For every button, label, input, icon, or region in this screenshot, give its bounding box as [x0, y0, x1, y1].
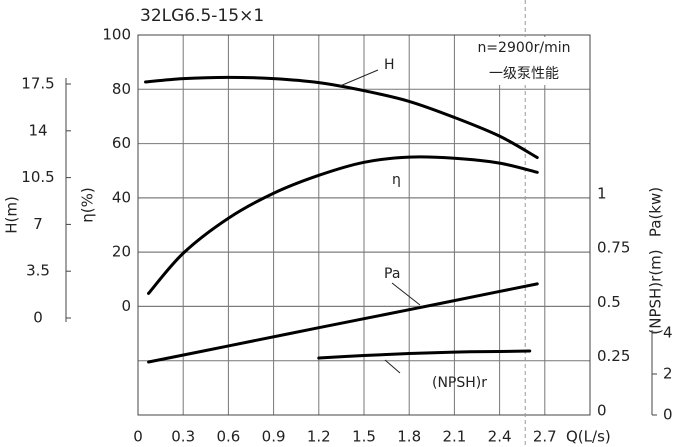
y3-tick-label: 10.5: [21, 168, 54, 186]
x-axis-label: Q(L/s): [566, 428, 611, 446]
y2-tick-label: 0.5: [597, 293, 621, 311]
x-tick-label: 0.6: [216, 428, 240, 446]
y2-tick-label: 0: [597, 402, 607, 420]
y-tick-label: 80: [112, 80, 131, 98]
note-box: [462, 37, 586, 85]
y-axis-label: η(%): [79, 187, 97, 222]
y2-axis-label: Pa(kw): [647, 187, 665, 237]
x-tick-label: 0.9: [262, 428, 286, 446]
x-tick-label: 1.8: [397, 428, 421, 446]
x-tick-label: 2.1: [442, 428, 466, 446]
y3-axis-label: H(m): [3, 196, 21, 234]
curve: [144, 75, 539, 160]
series-label: (NPSH)r: [432, 375, 487, 391]
y2-tick-label: 1: [597, 184, 607, 202]
series-label: Pa: [384, 266, 400, 282]
leader-line: [391, 282, 421, 306]
y3-tick-label: 0: [33, 309, 43, 327]
y-tick-label: 0: [121, 297, 131, 315]
note: n=2900r/min: [477, 40, 570, 56]
y4-tick-label: 2: [663, 365, 673, 383]
y4-axis-label: (NPSH)r(m): [647, 249, 665, 334]
y-tick-label: 60: [112, 134, 131, 152]
y4-tick-label: 0: [663, 406, 673, 424]
y-tick-label: 40: [112, 188, 131, 206]
curve: [147, 282, 539, 364]
y2-tick-label: 0.25: [597, 347, 630, 365]
series-label: η: [392, 172, 401, 188]
x-tick-label: 2.7: [533, 428, 557, 446]
y2-tick-label: 0.75: [597, 239, 630, 257]
y-tick-label: 20: [112, 243, 131, 261]
y3-tick-label: 3.5: [26, 262, 50, 280]
y3-tick-label: 17.5: [21, 75, 54, 93]
leader-line: [384, 359, 401, 374]
y3-tick-label: 7: [33, 215, 43, 233]
x-tick-label: 0: [133, 428, 143, 446]
y3-tick-label: 14: [28, 121, 47, 139]
x-tick-label: 1.5: [352, 428, 376, 446]
chart-title: 32LG6.5-15×1: [140, 6, 264, 26]
note: 一级泵性能: [489, 66, 559, 82]
series-label: H: [384, 57, 395, 73]
x-tick-label: 1.2: [307, 428, 331, 446]
x-tick-label: 0.3: [171, 428, 195, 446]
curve: [317, 349, 532, 360]
leader-line: [339, 69, 379, 87]
x-tick-label: 2.4: [488, 428, 512, 446]
curve: [147, 155, 539, 295]
y-tick-label: 100: [102, 26, 131, 44]
y4-tick-label: 4: [663, 324, 673, 342]
plot-border: [137, 34, 591, 416]
